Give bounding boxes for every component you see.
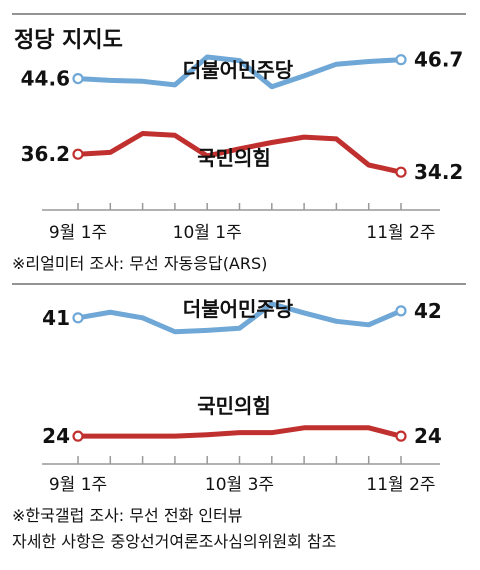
data-point: [205, 55, 209, 59]
data-point: [141, 79, 145, 83]
data-point: [302, 74, 306, 78]
end-value-label: 34.2: [414, 160, 463, 184]
data-point: [173, 133, 177, 137]
x-tick-label: 11월 2주: [366, 475, 435, 495]
endpoint-marker: [72, 430, 84, 442]
end-value-label: 46.7: [414, 48, 463, 72]
endpoint-marker: [72, 312, 84, 324]
endpoint-marker: [395, 166, 407, 178]
data-point: [367, 163, 371, 167]
series-name-label: 국민의힘: [197, 146, 271, 170]
data-point: [141, 316, 145, 320]
data-point: [205, 433, 209, 437]
x-tick-label: 10월 1주: [173, 223, 242, 243]
data-point: [302, 426, 306, 430]
data-point: [205, 154, 209, 158]
chart-title: 정당 지지도: [14, 28, 123, 53]
data-point: [270, 431, 274, 435]
data-point: [367, 60, 371, 63]
endpoint-marker: [395, 430, 407, 442]
data-point: [335, 137, 338, 141]
data-point: [302, 135, 306, 139]
x-tick-label: 10월 3주: [205, 475, 274, 495]
data-point: [173, 83, 177, 87]
data-point: [302, 311, 306, 315]
source-note-2: ※한국갤럽 조사: 무선 전화 인터뷰: [12, 506, 243, 525]
x-tick-label: 11월 2주: [366, 223, 435, 243]
data-point: [173, 330, 177, 334]
endpoint-marker: [72, 148, 84, 160]
series-name-label: 더불어민주당: [183, 58, 294, 82]
start-value-label: 41: [42, 306, 70, 330]
data-point: [238, 147, 241, 151]
series-name-label: 국민의힘: [197, 394, 271, 418]
data-point: [335, 319, 338, 323]
data-point: [108, 79, 112, 82]
start-value-label: 24: [42, 424, 70, 448]
end-value-label: 42: [414, 299, 442, 323]
series-name-label: 더불어민주당: [183, 297, 294, 321]
data-point: [270, 85, 274, 89]
x-tick-label: 9월 1주: [49, 475, 107, 495]
data-point: [108, 434, 112, 438]
data-point: [335, 426, 338, 430]
data-point: [238, 59, 241, 62]
data-point: [141, 434, 145, 438]
data-point: [173, 434, 177, 438]
data-point: [367, 426, 371, 430]
data-point: [108, 310, 112, 314]
data-point: [205, 328, 209, 332]
data-point: [270, 302, 274, 306]
footnote: 자세한 사항은 중앙선거여론조사심의위원회 참조: [12, 532, 337, 551]
source-note-1: ※리얼미터 조사: 무선 자동응답(ARS): [12, 254, 268, 273]
data-point: [108, 151, 112, 154]
end-value-label: 24: [414, 424, 442, 448]
data-point: [270, 141, 274, 144]
data-point: [141, 132, 145, 135]
endpoint-marker: [395, 54, 407, 66]
data-point: [238, 431, 241, 435]
data-point: [335, 62, 338, 66]
data-point: [238, 326, 241, 330]
endpoint-marker: [72, 72, 84, 85]
endpoint-marker: [395, 305, 407, 317]
start-value-label: 44.6: [21, 67, 70, 91]
x-tick-label: 9월 1주: [49, 223, 107, 243]
start-value-label: 36.2: [21, 142, 70, 166]
data-point: [367, 323, 371, 327]
